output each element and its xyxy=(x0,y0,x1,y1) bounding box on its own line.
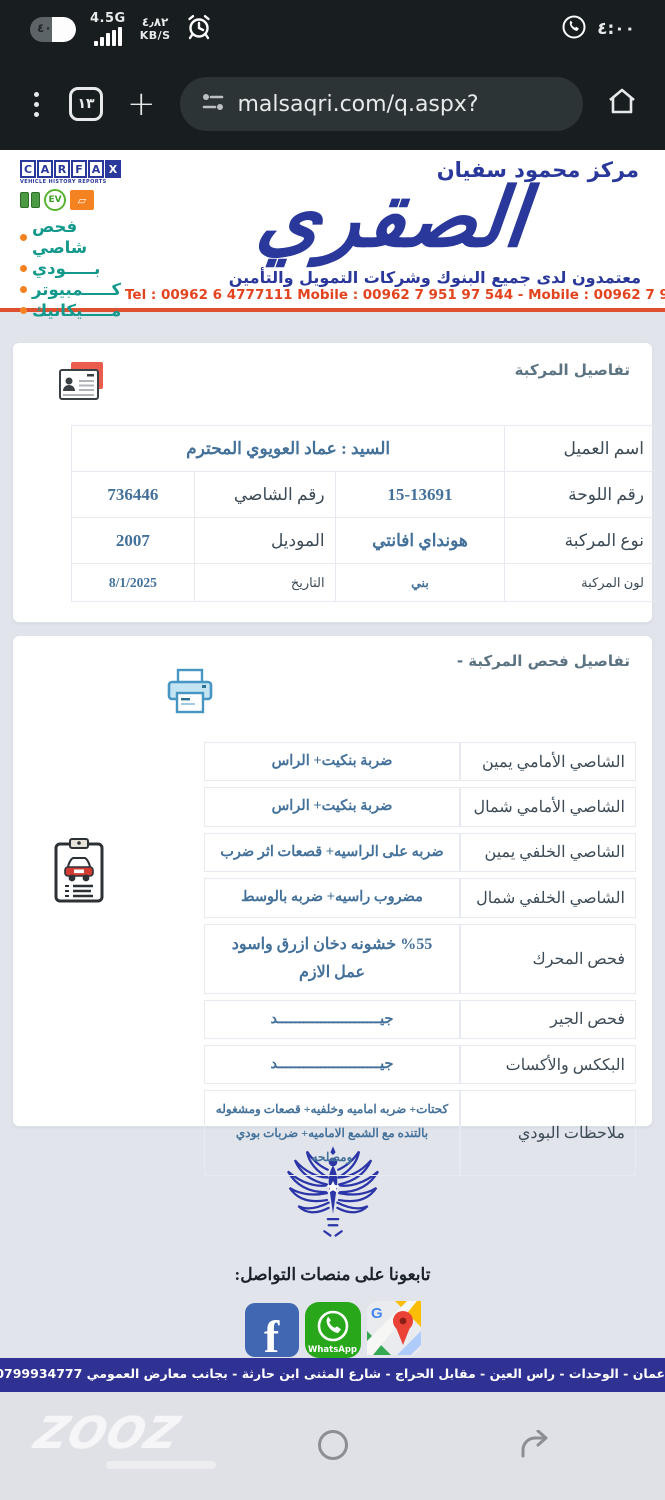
hybrid-badge-icon xyxy=(20,192,40,208)
inspection-title: تفاصيل فحص المركبة - xyxy=(456,652,630,670)
inspection-details-card: تفاصيل فحص المركبة - xyxy=(12,635,653,1177)
battery-level: ٤٠ xyxy=(37,20,52,35)
model-label: الموديل xyxy=(193,517,336,564)
vehicle-details-card: تفاصيل المركبة اسم العميل السيد : عماد ا… xyxy=(12,342,655,623)
site-header: مركز محمود سفيان الصقري معتمدون لدى جميع… xyxy=(0,150,665,320)
vehicle-details-table: اسم العميل السيد : عماد العويوي المحترم … xyxy=(70,425,655,602)
whatsapp-icon[interactable]: WhatsApp xyxy=(304,1302,361,1358)
facebook-icon[interactable]: f xyxy=(244,1303,299,1357)
vehicle-details-title: تفاصيل المركبة xyxy=(514,361,630,379)
network-type: 4.5G xyxy=(90,11,126,26)
table-row: رقم اللوحة 15-13691 رقم الشاصي 736446 xyxy=(71,471,655,518)
tab-switcher-button[interactable]: ١٣ xyxy=(69,87,103,121)
inspection-clipboard-icon xyxy=(53,838,105,908)
services-list: فحص شاصي بـــــودي كـــــمبيوتر مـــــيك… xyxy=(20,216,132,321)
service-item: كـــــمبيوتر xyxy=(20,279,132,300)
new-tab-button[interactable]: + xyxy=(127,84,156,124)
social-links: f WhatsApp xyxy=(12,1301,653,1358)
site-logo: الصقري xyxy=(252,171,532,266)
follow-us-text: تابعونا على منصات التواصل: xyxy=(234,1265,431,1284)
battery-icon: ٤٠ xyxy=(30,16,76,42)
customer-label: اسم العميل xyxy=(504,425,655,472)
network-speed: ٤٫٨٢ KB/S xyxy=(139,15,171,42)
type-value: هونداي افانتي xyxy=(334,517,506,564)
certification-badges: EV ▱ xyxy=(20,188,132,212)
signal-icon: 4.5G xyxy=(90,12,126,46)
table-row: البككس والأكسات جيــــــــــــــــــــــ… xyxy=(204,1044,636,1085)
table-row: فحص الجير جيــــــــــــــــــــــــد xyxy=(204,999,636,1039)
browser-chrome: ٤٠ 4.5G ٤٫٨٢ KB/S xyxy=(0,0,665,150)
inspection-table: الشاصي الأمامي يمين ضربة بنكيت+ الراس ال… xyxy=(204,736,636,1182)
type-label: نوع المركبة xyxy=(504,517,655,564)
service-item: فحص شاصي xyxy=(20,216,132,258)
carfax-subtitle: VEHICLE HISTORY REPORTS xyxy=(20,179,107,185)
table-row: الشاصي الأمامي شمال ضربة بنكيت+ الراس xyxy=(204,787,636,827)
home-button[interactable] xyxy=(603,83,641,125)
browser-menu-button[interactable] xyxy=(24,86,49,123)
table-row: نوع المركبة هونداي افانتي الموديل 2007 xyxy=(71,517,655,564)
table-row: اسم العميل السيد : عماد العويوي المحترم xyxy=(70,425,655,472)
customer-value: السيد : عماد العويوي المحترم xyxy=(70,425,506,472)
service-item: بـــــودي xyxy=(20,258,132,279)
print-button[interactable] xyxy=(165,668,215,720)
ev-badge-icon: EV xyxy=(44,189,66,211)
plate-label: رقم اللوحة xyxy=(504,471,655,518)
table-row: الشاصي الخلفي يمين ضربه على الراسيه+ قصع… xyxy=(204,832,636,873)
bullet-icon xyxy=(20,286,27,293)
bullet-icon xyxy=(20,233,27,241)
url-bar[interactable]: malsaqri.com/q.aspx? xyxy=(179,77,583,131)
center-name: مركز محمود سفيان xyxy=(436,158,639,182)
nav-home-button[interactable] xyxy=(317,1430,348,1460)
bullet-icon xyxy=(20,307,27,314)
date-value: 8/1/2025 xyxy=(71,563,195,602)
browser-toolbar: ١٣ + malsaqri.com/q.aspx? xyxy=(0,58,665,150)
left-wing xyxy=(286,1150,330,1214)
alarm-icon xyxy=(185,13,213,45)
eagle-emblem xyxy=(281,1146,385,1251)
url-text: malsaqri.com/q.aspx? xyxy=(237,91,479,117)
chassis-label: رقم الشاصي xyxy=(193,471,336,518)
site-tagline: معتمدون لدى جميع البنوك وشركات التمويل و… xyxy=(228,268,641,287)
inspection-badge-icon: ▱ xyxy=(70,190,94,210)
id-card-icon xyxy=(57,361,107,407)
android-nav-bar: ZOOZ xyxy=(0,1392,665,1500)
table-row: لون المركبة بني التاريخ 8/1/2025 xyxy=(71,563,655,602)
service-item: مـــــيكانيك xyxy=(20,300,132,321)
table-row: الشاصي الخلفي شمال مضروب راسيه+ ضربه بال… xyxy=(204,878,636,918)
whatsapp-label: WhatsApp xyxy=(307,1345,358,1355)
model-value: 2007 xyxy=(71,517,195,564)
nav-back-button[interactable] xyxy=(517,1429,553,1466)
maps-g-letter: G xyxy=(371,1305,383,1322)
address-bar: عمان - الوحدات - راس العين - مقابل الحرا… xyxy=(0,1358,665,1392)
tab-count: ١٣ xyxy=(77,96,95,112)
brand-footer: تابعونا على منصات التواصل: f WhatsApp xyxy=(12,1127,653,1358)
header-phone-line: Tel : 00962 6 4777111 Mobile : 00962 7 9… xyxy=(125,287,665,303)
page-content: تفاصيل المركبة اسم العميل السيد : عماد ا… xyxy=(0,312,665,1358)
table-row: ملاحظات البودي كحتات+ ضربه اماميه وخلفيه… xyxy=(204,1090,636,1177)
clock-time: ٤:٠٠ xyxy=(597,19,635,39)
google-maps-icon[interactable]: G xyxy=(366,1301,421,1358)
whatsapp-status-icon xyxy=(561,14,587,44)
table-row: فحص المحرك %55 خشونه دخان ازرق واسود عمل… xyxy=(204,923,636,994)
color-value: بني xyxy=(334,563,506,602)
color-label: لون المركبة xyxy=(504,563,655,602)
chassis-value: 736446 xyxy=(71,471,195,518)
plate-value: 15-13691 xyxy=(334,471,506,518)
date-label: التاريخ xyxy=(193,563,336,602)
bullet-icon xyxy=(20,265,27,272)
table-row: الشاصي الأمامي يمين ضربة بنكيت+ الراس xyxy=(204,742,636,782)
site-settings-icon[interactable] xyxy=(200,90,226,118)
status-bar: ٤٠ 4.5G ٤٫٨٢ KB/S xyxy=(0,0,665,58)
zooz-watermark: ZOOZ xyxy=(30,1408,216,1469)
